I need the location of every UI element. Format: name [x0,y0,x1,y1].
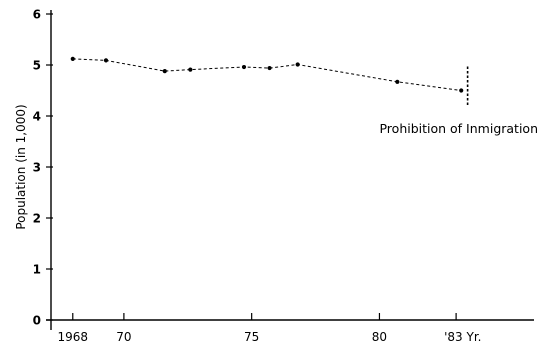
x-tick-label-1983: '83 Yr. [444,330,481,344]
y-tick-label-5: 5 [33,59,41,73]
data-point-3 [188,67,193,72]
y-axis-label: Population (in 1,000) [14,104,28,229]
x-tick-label-1970: 70 [116,330,131,344]
axes [46,10,534,330]
data-point-5 [267,65,272,71]
x-tick-label-1980: 80 [372,330,387,344]
series-group [70,56,464,93]
x-tick-label-1975: 75 [244,330,259,344]
y-tick-label-0: 0 [33,314,41,328]
x-tick-label-1968: 1968 [58,330,89,344]
data-point-6 [295,62,300,67]
y-tick-label-6: 6 [33,8,41,22]
series-line-0 [72,58,462,91]
data-point-8 [459,88,464,93]
annotation-label-0: Prohibition of Inmigration [379,121,538,136]
y-tick-label-4: 4 [33,110,41,124]
data-point-2 [162,69,167,74]
y-tick-label-1: 1 [33,263,41,277]
data-point-4 [241,64,247,70]
data-point-0 [70,56,75,61]
y-tick-label-2: 2 [33,212,41,226]
data-point-7 [395,79,400,84]
y-ticks: 0 1 2 3 4 5 6 [33,8,53,328]
data-point-1 [103,58,109,63]
x-ticks: 1968 70 75 80 '83 Yr. [58,313,481,344]
annotations-group: Prohibition of Inmigration [379,66,538,136]
y-tick-label-3: 3 [33,161,41,175]
